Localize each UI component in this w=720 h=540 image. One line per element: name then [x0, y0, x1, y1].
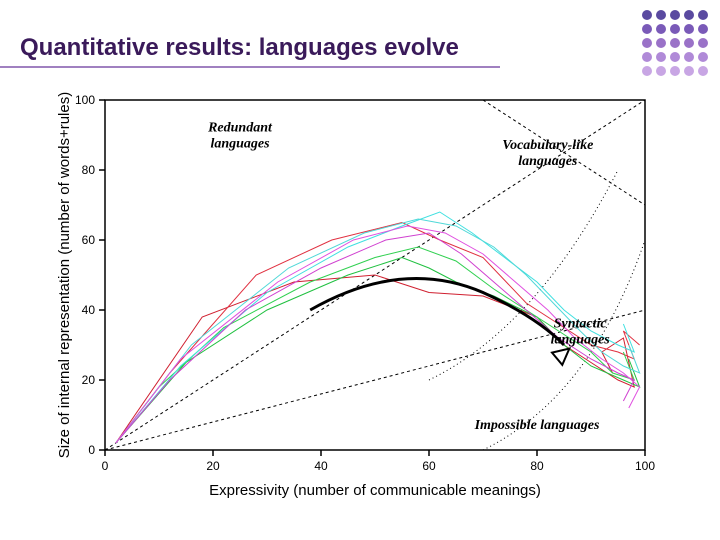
svg-text:Expressivity (number of commun: Expressivity (number of communicable mea… [209, 482, 541, 499]
svg-text:languages: languages [551, 333, 611, 348]
svg-text:40: 40 [82, 303, 96, 317]
corner-dot-grid [640, 8, 710, 78]
svg-text:Vocabulary-like: Vocabulary-like [502, 138, 593, 153]
svg-text:Syntactic: Syntactic [554, 317, 608, 332]
svg-text:60: 60 [82, 233, 96, 247]
svg-text:20: 20 [82, 373, 96, 387]
svg-text:Size of internal representatio: Size of internal representation (number … [56, 92, 73, 458]
svg-text:80: 80 [82, 163, 96, 177]
trajectory-chart: 0 20 40 60 80 100 0 20 40 60 80 100 Expressivity (nu… [55, 80, 675, 520]
svg-text:80: 80 [530, 459, 544, 473]
slide: Quantitative results: languages evolve 0… [0, 0, 720, 540]
svg-text:Impossible languages: Impossible languages [474, 418, 600, 433]
svg-text:40: 40 [314, 459, 328, 473]
svg-text:60: 60 [422, 459, 436, 473]
slide-title: Quantitative results: languages evolve [20, 34, 459, 62]
svg-text:languages: languages [210, 137, 270, 152]
svg-text:100: 100 [75, 93, 95, 107]
svg-text:languages: languages [518, 154, 578, 169]
chart-container: 0 20 40 60 80 100 0 20 40 60 80 100 Expressivity (nu… [55, 80, 675, 520]
svg-text:Redundant: Redundant [207, 121, 273, 136]
svg-text:0: 0 [102, 459, 109, 473]
title-underline [0, 66, 500, 68]
svg-text:20: 20 [206, 459, 220, 473]
svg-text:0: 0 [88, 443, 95, 457]
svg-text:100: 100 [635, 459, 655, 473]
